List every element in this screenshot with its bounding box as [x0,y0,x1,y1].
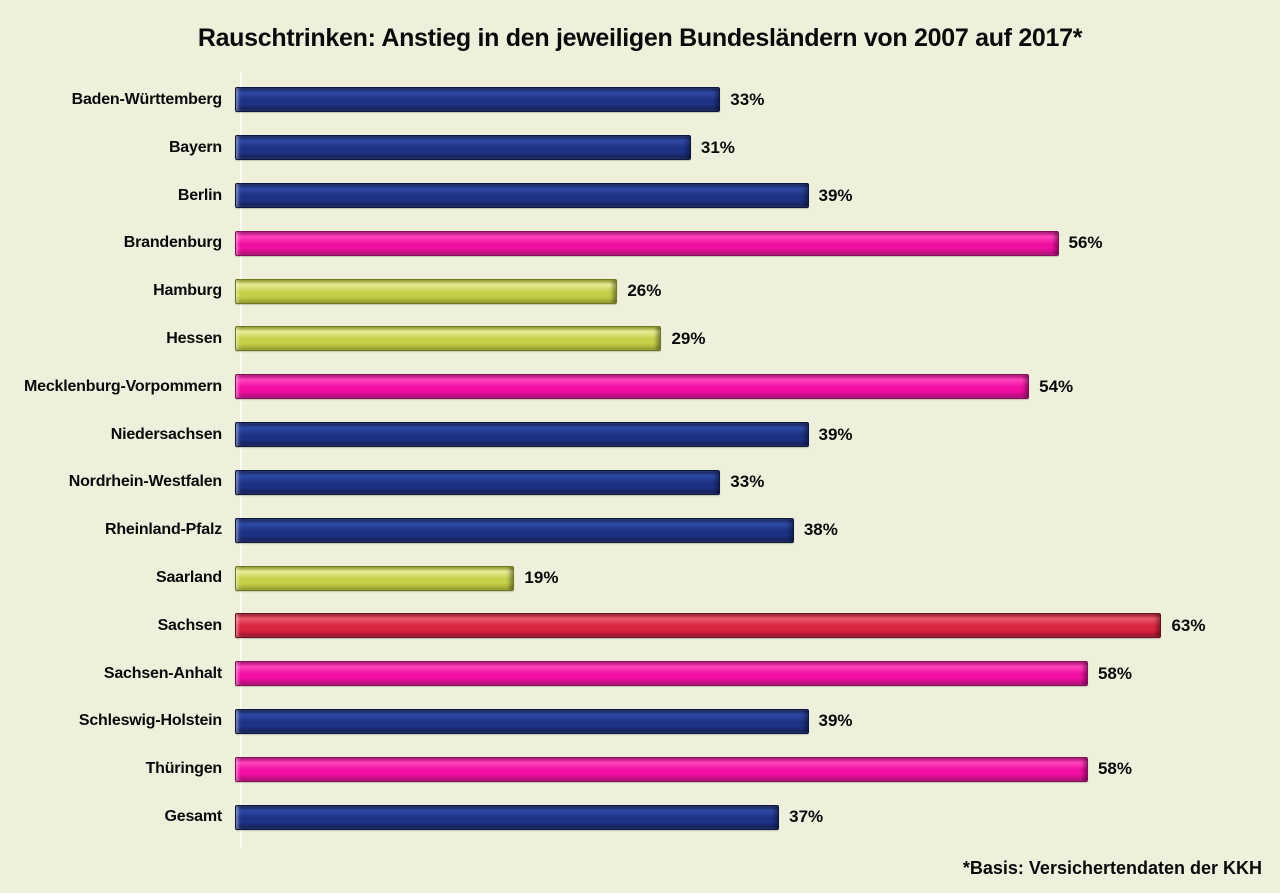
value-label: 58% [1097,759,1132,779]
plot-area: 33% [232,87,1237,113]
category-label: Schleswig-Holstein [78,712,222,730]
plot-area: 58% [232,661,1237,687]
footnote: *Basis: Versichertendaten der KKH [962,858,1262,878]
category-label: Rheinland-Pfalz [104,521,222,539]
bar-baden-w-rttemberg [235,87,721,113]
plot-area: 39% [232,708,1237,734]
bar-brandenburg [235,230,1059,256]
category-label: Gesamt [164,808,223,826]
bar-hamburg [235,278,618,304]
value-label: 19% [524,568,559,588]
bar-berlin [235,183,809,209]
bar-sachsen-anhalt [235,661,1088,687]
value-label: 54% [1039,376,1074,396]
plot-area: 56% [232,230,1237,256]
plot-area: 19% [232,565,1237,591]
chart-row: Mecklenburg-Vorpommern 54% [0,363,1280,411]
category-label: Brandenburg [123,234,222,252]
bar-niedersachsen [235,422,809,448]
category-label: Sachsen-Anhalt [103,664,222,682]
plot-area: 58% [232,756,1237,782]
chart-row: Sachsen 63% [0,602,1280,650]
chart-title: Rauschtrinken: Anstieg in den jeweiligen… [197,24,1083,52]
value-label: 26% [627,281,662,301]
plot-area: 31% [232,135,1237,161]
value-label: 31% [700,137,735,157]
plot-area: 33% [232,469,1237,495]
value-label: 58% [1097,663,1132,683]
plot-area: 37% [232,804,1237,830]
category-label: Niedersachsen [110,425,222,443]
value-label: 63% [1171,615,1206,635]
bar-bayern [235,135,691,161]
bar-chart: Baden-Württemberg 33% Bayern 31% Berlin 39% Br… [0,72,1280,847]
chart-row: Brandenburg 56% [0,219,1280,267]
chart-row: Rheinland-Pfalz 38% [0,506,1280,554]
bar-schleswig-holstein [235,708,809,734]
chart-row: Gesamt 37% [0,793,1280,841]
bar-rheinland-pfalz [235,517,794,543]
plot-area: 63% [232,613,1237,639]
bar-mecklenburg-vorpommern [235,374,1030,400]
chart-row: Nordrhein-Westfalen 33% [0,459,1280,507]
bar-nordrhein-westfalen [235,469,721,495]
category-label: Nordrhein-Westfalen [68,473,222,491]
category-label: Hamburg [153,282,222,300]
chart-row: Saarland 19% [0,554,1280,602]
value-label: 39% [818,185,853,205]
y-axis-line [240,72,242,847]
chart-row: Baden-Württemberg 33% [0,76,1280,124]
bar-sachsen [235,613,1162,639]
bar-hessen [235,326,662,352]
bar-th-ringen [235,756,1088,782]
value-label: 29% [671,328,706,348]
plot-area: 39% [232,183,1237,209]
category-label: Baden-Württemberg [71,90,223,108]
chart-row: Hamburg 26% [0,267,1280,315]
chart-row: Hessen 29% [0,315,1280,363]
value-label: 38% [803,520,838,540]
chart-row: Schleswig-Holstein 39% [0,698,1280,746]
plot-area: 29% [232,326,1237,352]
plot-area: 39% [232,422,1237,448]
plot-area: 26% [232,278,1237,304]
bar-saarland [235,565,515,591]
chart-row: Niedersachsen 39% [0,411,1280,459]
category-label: Saarland [156,569,222,587]
value-label: 39% [818,711,853,731]
chart-row: Berlin 39% [0,172,1280,220]
chart-rows: Baden-Württemberg 33% Bayern 31% Berlin 39% Br… [0,76,1280,841]
value-label: 37% [789,807,824,827]
plot-area: 54% [232,374,1237,400]
category-label: Thüringen [145,760,223,778]
chart-row: Bayern 31% [0,124,1280,172]
plot-area: 38% [232,517,1237,543]
category-label: Bayern [168,138,222,156]
value-label: 56% [1068,233,1103,253]
category-label: Sachsen [157,616,223,634]
chart-row: Thüringen 58% [0,745,1280,793]
category-label: Berlin [177,186,222,204]
category-label: Hessen [166,329,222,347]
value-label: 33% [730,89,765,109]
category-label: Mecklenburg-Vorpommern [24,377,222,395]
value-label: 39% [818,424,853,444]
value-label: 33% [730,472,765,492]
bar-gesamt [235,804,780,830]
chart-row: Sachsen-Anhalt 58% [0,650,1280,698]
